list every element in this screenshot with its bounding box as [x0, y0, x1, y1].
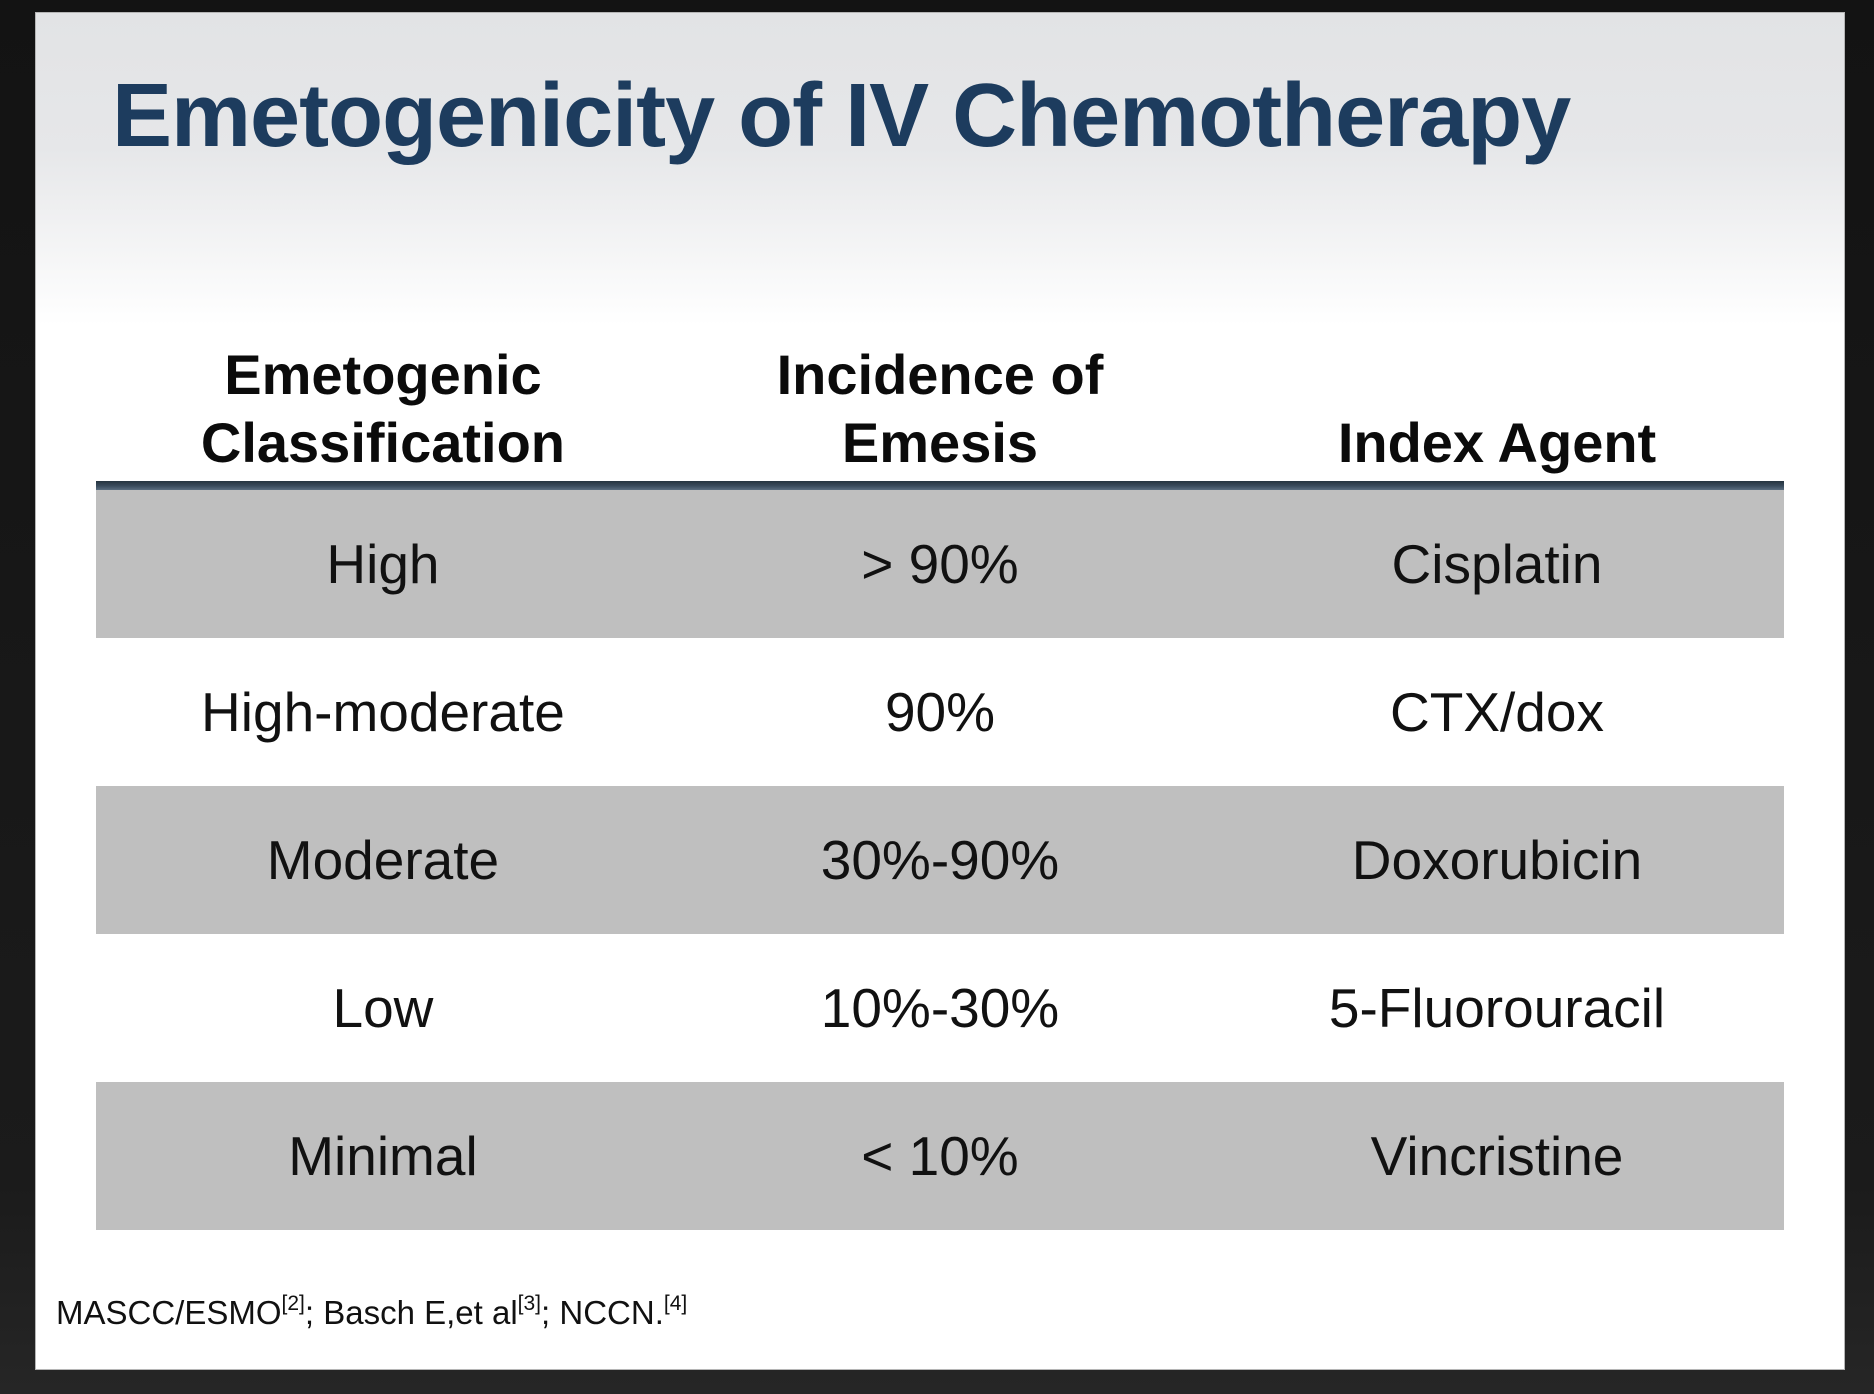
citation-superscript: [2] [281, 1291, 305, 1315]
citation-text: ; Basch E,et al [304, 1293, 518, 1331]
classification-cell: Low [332, 976, 434, 1039]
incidence-cell: > 90% [861, 532, 1019, 595]
agent-cell: Cisplatin [1391, 532, 1603, 595]
column-header-incidence-of-emesis: Incidence of Emesis [670, 341, 1210, 477]
header-line: Classification [200, 410, 565, 474]
citation-text: MASCC/ESMO [56, 1293, 282, 1331]
header-line: Index Agent [1337, 410, 1657, 474]
header-line: Incidence of [776, 342, 1104, 406]
header-line: Emetogenic [224, 342, 542, 406]
presentation-slide: Emetogenicity of IV Chemotherapy Emetoge… [35, 12, 1845, 1370]
incidence-cell: 10%-30% [820, 976, 1060, 1039]
column-header-index-agent: Index Agent [1210, 341, 1784, 477]
incidence-cell: < 10% [861, 1124, 1019, 1187]
column-header-emetogenic-classification: Emetogenic Classification [96, 341, 670, 477]
citation-footnote: MASCC/ESMO[2]; Basch E,et al[3]; NCCN.[4… [56, 1291, 1844, 1332]
classification-cell: High [326, 532, 440, 595]
emetogenicity-table: Emetogenic Classification Incidence of E… [96, 341, 1784, 1230]
incidence-cell: 30%-90% [820, 828, 1060, 891]
table-row-high-moderate: High-moderate 90% CTX/dox [96, 637, 1784, 786]
citation-superscript: [4] [663, 1291, 688, 1315]
agent-cell: 5-Fluorouracil [1328, 976, 1666, 1039]
agent-cell: Doxorubicin [1351, 828, 1643, 891]
slide-title: Emetogenicity of IV Chemotherapy [112, 66, 1571, 166]
citation-superscript: [3] [517, 1291, 542, 1315]
table-row-moderate: Moderate 30%-90% Doxorubicin [96, 785, 1784, 934]
table-row-low: Low 10%-30% 5-Fluorouracil [96, 933, 1784, 1082]
classification-cell: Minimal [288, 1124, 478, 1187]
header-line: Emesis [841, 410, 1039, 474]
agent-cell: CTX/dox [1390, 680, 1604, 743]
classification-cell: Moderate [266, 828, 500, 891]
table-header-row: Emetogenic Classification Incidence of E… [96, 341, 1784, 477]
table-row-high: High > 90% Cisplatin [96, 489, 1784, 638]
incidence-cell: 90% [884, 680, 996, 743]
table-row-minimal: Minimal < 10% Vincristine [96, 1081, 1784, 1230]
agent-cell: Vincristine [1370, 1124, 1624, 1187]
citation-text: ; NCCN. [541, 1293, 664, 1331]
classification-cell: High-moderate [201, 680, 565, 743]
table-top-border [96, 480, 1784, 490]
